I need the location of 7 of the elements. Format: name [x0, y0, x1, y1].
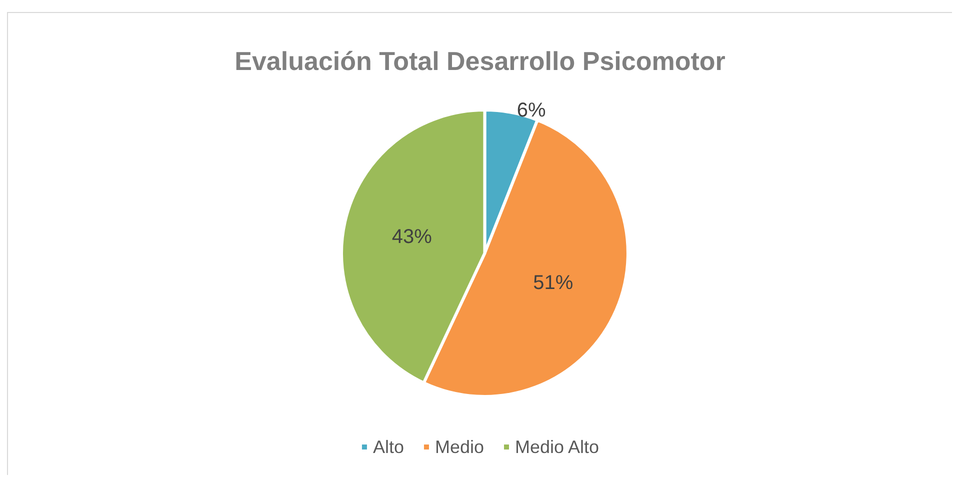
- chart-title: Evaluación Total Desarrollo Psicomotor: [234, 46, 726, 76]
- legend-label: Medio Alto: [515, 437, 600, 457]
- data-label: 43%: [392, 226, 432, 248]
- legend-label: Medio: [434, 437, 484, 457]
- data-label: 6%: [516, 100, 546, 122]
- legend-label: Alto: [372, 437, 404, 457]
- data-label: 51%: [533, 272, 574, 294]
